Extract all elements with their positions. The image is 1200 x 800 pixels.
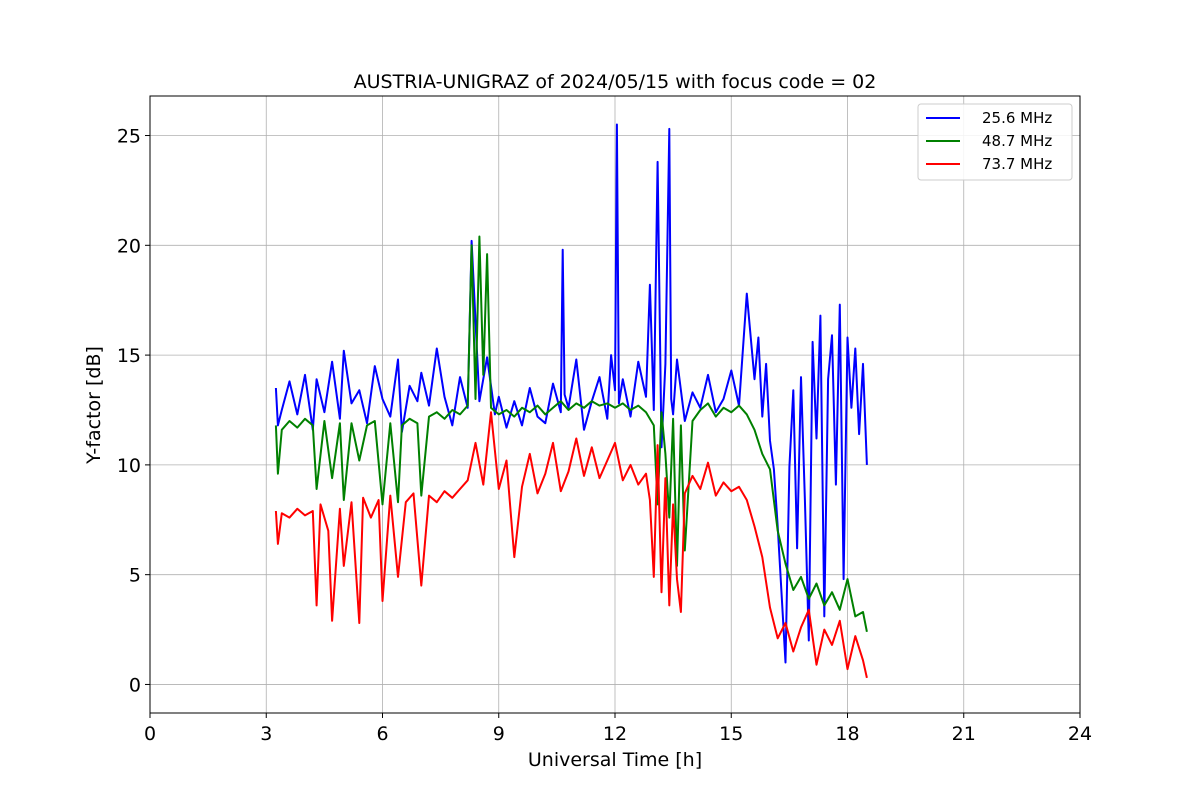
x-tick-label: 12: [603, 723, 627, 745]
series-line-3: [274, 411, 868, 679]
legend-box: [917, 103, 1073, 181]
tick-layer: 0 3 6 9 12 15 18 21 24 0 5 10 15 20 25: [117, 126, 1092, 745]
x-axis-label: Universal Time [h]: [528, 749, 702, 771]
x-tick-label: 3: [260, 723, 272, 745]
y-axis-label: Y-factor [dB]: [83, 346, 105, 465]
x-tick-label: 0: [144, 723, 156, 745]
x-tick-label: 6: [376, 723, 388, 745]
y-tick-label: 5: [129, 565, 141, 587]
legend-label-1: 25.6 MHz: [982, 109, 1052, 127]
x-tick-label: 24: [1068, 723, 1092, 745]
series-line-2: [274, 235, 868, 632]
legend-label-2: 48.7 MHz: [982, 132, 1052, 150]
y-tick-label: 25: [117, 126, 141, 148]
x-tick-label: 9: [493, 723, 505, 745]
series-line-1: [274, 123, 868, 664]
series-layer: [274, 123, 868, 679]
y-tick-label: 15: [117, 345, 141, 367]
y-tick-label: 20: [117, 235, 141, 257]
x-tick-label: 18: [835, 723, 859, 745]
legend: 25.6 MHz 48.7 MHz 73.7 MHz: [917, 103, 1073, 181]
y-tick-label: 10: [117, 455, 141, 477]
chart-title: AUSTRIA-UNIGRAZ of 2024/05/15 with focus…: [354, 71, 877, 93]
x-tick-label: 21: [952, 723, 976, 745]
x-tick-label: 15: [719, 723, 743, 745]
y-tick-label: 0: [129, 674, 141, 696]
legend-label-3: 73.7 MHz: [982, 155, 1052, 173]
